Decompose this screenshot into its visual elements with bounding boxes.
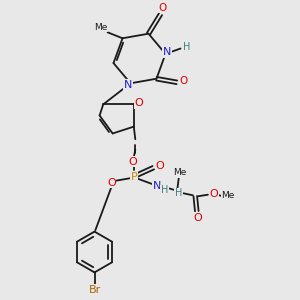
Text: H: H <box>175 188 182 198</box>
Text: N: N <box>163 47 171 57</box>
Text: N: N <box>124 80 132 90</box>
Text: O: O <box>107 178 116 188</box>
Text: O: O <box>128 157 137 167</box>
Text: H: H <box>161 185 168 195</box>
Text: Me: Me <box>222 191 235 200</box>
Text: Me: Me <box>173 168 186 177</box>
Text: Me: Me <box>94 23 107 32</box>
Text: H: H <box>183 42 191 52</box>
Text: Br: Br <box>88 285 101 295</box>
Text: O: O <box>156 161 165 171</box>
Text: O: O <box>135 98 144 108</box>
Text: O: O <box>209 189 218 199</box>
Text: O: O <box>158 3 166 13</box>
Text: P: P <box>130 172 137 182</box>
Text: N: N <box>153 181 161 191</box>
Text: O: O <box>179 76 188 86</box>
Text: O: O <box>193 213 202 223</box>
